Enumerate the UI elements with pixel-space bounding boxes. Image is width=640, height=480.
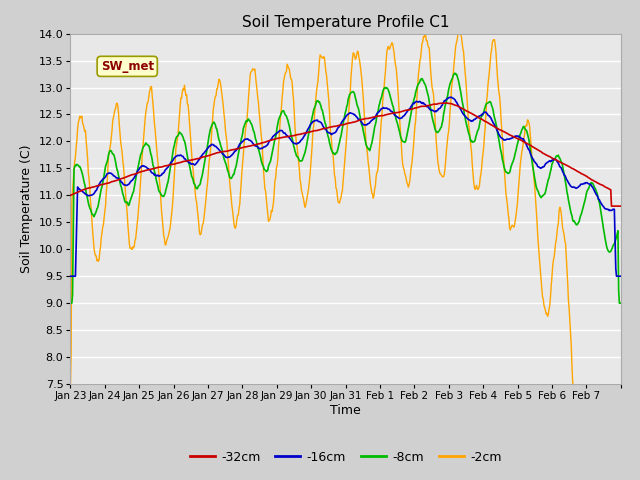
Title: Soil Temperature Profile C1: Soil Temperature Profile C1	[242, 15, 449, 30]
Legend: -32cm, -16cm, -8cm, -2cm: -32cm, -16cm, -8cm, -2cm	[185, 446, 506, 469]
Text: SW_met: SW_met	[100, 60, 154, 73]
Y-axis label: Soil Temperature (C): Soil Temperature (C)	[20, 144, 33, 273]
X-axis label: Time: Time	[330, 404, 361, 417]
